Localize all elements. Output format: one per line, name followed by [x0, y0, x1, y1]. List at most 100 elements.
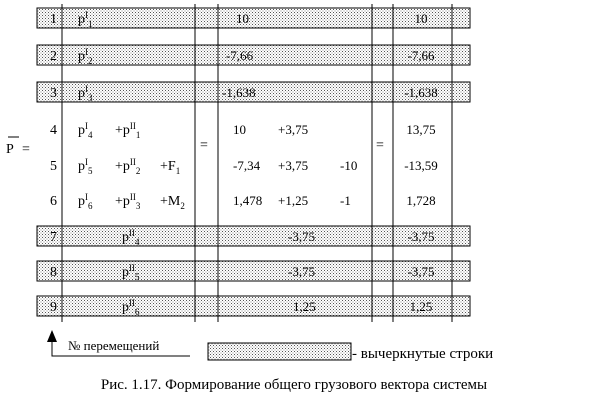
term-sup: II	[129, 228, 135, 238]
term-sup: II	[130, 192, 136, 202]
term-base: +p	[115, 159, 130, 174]
row-number: 2	[50, 49, 57, 64]
term: pI1	[78, 10, 93, 29]
term-base: +F	[160, 159, 176, 174]
moves-label: № перемещений	[68, 338, 159, 353]
term: pII5	[122, 263, 140, 282]
term: pI3	[78, 84, 93, 103]
term-sub: 4	[135, 237, 140, 247]
equals: =	[376, 138, 384, 153]
term-sub: 1	[176, 166, 181, 176]
term-sup: I	[85, 84, 88, 94]
value: 10	[233, 122, 246, 137]
value: +3,75	[278, 122, 308, 137]
row-number: 4	[50, 123, 57, 138]
term: +F1	[160, 159, 180, 176]
crossed-row	[36, 81, 471, 103]
term-sub: 5	[88, 166, 93, 176]
term-sub: 2	[136, 166, 141, 176]
term: pI6	[78, 192, 93, 211]
value: -3,75	[288, 264, 315, 279]
term-base: p	[122, 265, 129, 280]
term-sup: I	[85, 192, 88, 202]
row-number: 3	[50, 86, 57, 101]
equals: =	[200, 138, 208, 153]
result: -3,75	[407, 229, 434, 244]
term-sup: II	[130, 157, 136, 167]
value: -1	[340, 193, 351, 208]
value: -7,34	[233, 158, 261, 173]
term-sup: II	[130, 121, 136, 131]
term-sub: 4	[88, 130, 93, 140]
value: -7,66	[226, 48, 254, 63]
value: +3,75	[278, 158, 308, 173]
crossed-row	[36, 295, 471, 317]
term-base: p	[78, 49, 85, 64]
result: 13,75	[406, 122, 435, 137]
term-base: +M	[160, 194, 181, 209]
term: pI4	[78, 121, 93, 140]
term-base: +p	[115, 194, 130, 209]
term-sub: 6	[88, 201, 93, 211]
row-number: 8	[50, 265, 57, 280]
term-base: p	[78, 159, 85, 174]
value: -10	[340, 158, 357, 173]
term-sup: I	[85, 121, 88, 131]
value: +1,25	[278, 193, 308, 208]
moves-arrow	[47, 330, 190, 357]
term-sup: II	[129, 298, 135, 308]
term: pI5	[78, 157, 93, 176]
term-base: p	[78, 123, 85, 138]
vector-label: P	[6, 142, 14, 157]
row-number: 1	[50, 12, 57, 27]
result: 10	[415, 11, 428, 26]
value: -1,638	[222, 85, 256, 100]
crossed-row	[36, 7, 471, 29]
term-base: p	[78, 12, 85, 27]
term-sub: 3	[136, 201, 141, 211]
column-lines	[61, 4, 453, 322]
result: 1,728	[406, 193, 435, 208]
term-sub: 2	[88, 56, 93, 66]
term-sub: 1	[88, 19, 93, 29]
crossed-row	[36, 225, 471, 247]
row-number: 6	[50, 194, 57, 209]
crossed-row	[36, 44, 471, 66]
legend-label: - вычеркнутые строки	[352, 346, 493, 362]
term: +pII1	[115, 121, 140, 140]
term: pI2	[78, 47, 93, 66]
row-number: 7	[50, 230, 57, 245]
value: 10	[236, 11, 249, 26]
result: -7,66	[407, 48, 435, 63]
caption: Рис. 1.17. Формирование общего грузового…	[101, 377, 487, 393]
term-sup: I	[85, 10, 88, 20]
value: 1,478	[233, 193, 262, 208]
term-sub: 2	[180, 201, 185, 211]
value: 1,25	[293, 299, 316, 314]
equals: =	[22, 142, 30, 157]
value: -3,75	[288, 229, 315, 244]
term: +M2	[160, 194, 185, 211]
term-base: p	[78, 194, 85, 209]
term: +pII3	[115, 192, 141, 211]
term-sup: II	[129, 263, 135, 273]
legend-swatch	[207, 342, 352, 361]
term-base: p	[122, 300, 129, 315]
term-base: p	[122, 230, 129, 245]
row-number: 5	[50, 159, 57, 174]
term-sub: 5	[135, 272, 140, 282]
term-sup: I	[85, 47, 88, 57]
result: 1,25	[410, 299, 433, 314]
term-sub: 6	[135, 307, 140, 317]
row-number: 9	[50, 300, 57, 315]
term-sub: 3	[88, 93, 93, 103]
term-base: +p	[115, 123, 130, 138]
term: pII4	[122, 228, 140, 247]
term-sup: I	[85, 157, 88, 167]
result: -13,59	[404, 158, 438, 173]
crossed-row	[36, 260, 471, 282]
result: -1,638	[404, 85, 438, 100]
term-base: p	[78, 86, 85, 101]
